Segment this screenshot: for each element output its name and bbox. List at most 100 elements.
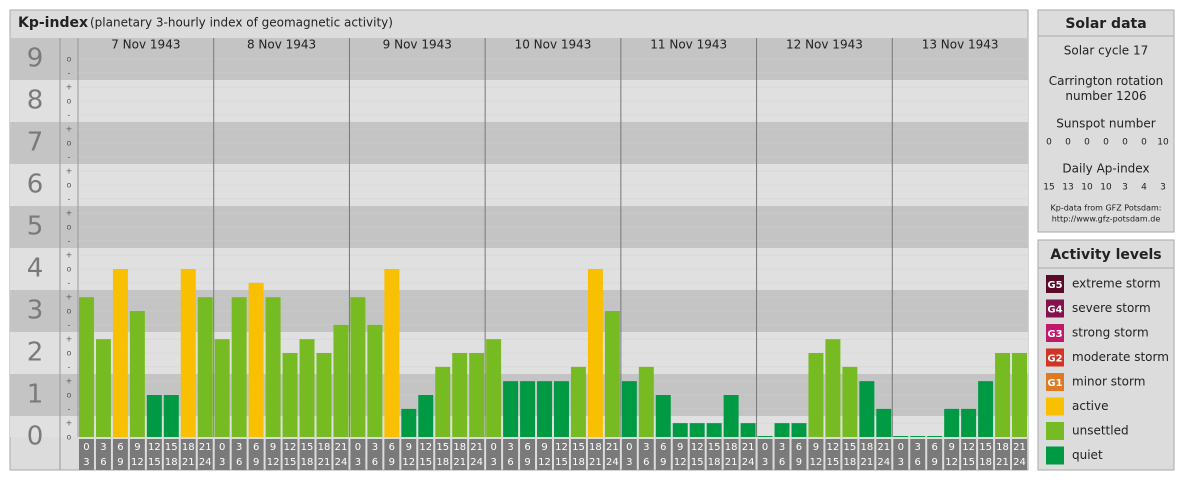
bar: [995, 353, 1011, 437]
hour-cell: [944, 439, 960, 470]
hour-cell: [231, 439, 247, 470]
hour-to: 12: [810, 457, 823, 468]
hour-from: 3: [779, 442, 785, 453]
hour-cell: [740, 439, 756, 470]
hour-from: 18: [860, 442, 873, 453]
legend-label: severe storm: [1072, 301, 1151, 315]
hour-to: 15: [962, 457, 975, 468]
carrington: Carrington rotation number 1206: [1049, 74, 1163, 103]
bar: [978, 381, 994, 437]
hour-cell: [876, 439, 892, 470]
hour-to: 15: [691, 457, 704, 468]
y-tick-label: 4: [27, 254, 44, 284]
bar: [893, 436, 909, 437]
legend-swatch: [1046, 275, 1064, 293]
hour-cell: [757, 439, 773, 470]
legend-swatch: [1046, 446, 1064, 465]
hour-cell: [570, 439, 586, 470]
hour-from: 3: [236, 442, 242, 453]
bar: [537, 381, 552, 437]
bar: [876, 408, 892, 437]
bar: [146, 395, 162, 437]
minor-tick-label: +: [66, 125, 73, 134]
hour-to: 6: [236, 457, 242, 468]
hour-to: 18: [165, 457, 178, 468]
bar: [265, 297, 281, 437]
hour-cell: [825, 439, 841, 470]
hour-to: 9: [660, 457, 666, 468]
hour-cell: [706, 439, 722, 470]
bar: [689, 423, 705, 437]
bar: [95, 339, 111, 437]
legend-code: G4: [1047, 305, 1062, 316]
band: [10, 416, 1028, 437]
hour-to: 6: [915, 457, 921, 468]
hour-from: 15: [165, 442, 178, 453]
hour-cell: [791, 439, 807, 470]
hour-cell: [384, 439, 400, 470]
hour-cell: [316, 439, 332, 470]
bar: [774, 423, 790, 437]
hour-from: 9: [541, 442, 547, 453]
hour-to: 12: [267, 457, 280, 468]
activity-title: Activity levels: [1050, 247, 1161, 263]
legend-swatch: [1046, 348, 1064, 367]
hour-to: 24: [1013, 457, 1026, 468]
hour-cell: [655, 439, 671, 470]
ap-value: 4: [1141, 183, 1147, 193]
hour-to: 24: [877, 457, 890, 468]
hour-from: 18: [996, 442, 1009, 453]
hour-to: 24: [606, 457, 619, 468]
hour-from: 15: [572, 442, 585, 453]
ap-value: 10: [1081, 183, 1093, 193]
hour-from: 6: [932, 442, 938, 453]
hour-cell: [180, 439, 196, 470]
hour-to: 21: [589, 457, 602, 468]
y-tick-label: 7: [27, 128, 44, 158]
hour-from: 3: [100, 442, 106, 453]
bar: [1012, 353, 1027, 437]
hour-cell: [859, 439, 875, 470]
hour-to: 6: [643, 457, 649, 468]
legend-label: unsettled: [1072, 424, 1129, 438]
hour-from: 12: [148, 442, 161, 453]
legend-label: quiet: [1072, 448, 1103, 462]
day-label: 8 Nov 1943: [247, 38, 316, 52]
hour-to: 3: [83, 457, 89, 468]
ap-value: 10: [1100, 183, 1112, 193]
sunspot-value: 0: [1065, 138, 1071, 148]
hour-to: 18: [708, 457, 721, 468]
hour-from: 0: [898, 442, 904, 453]
bar: [129, 311, 145, 437]
minor-tick-label: +: [66, 377, 73, 386]
hour-from: 3: [372, 442, 378, 453]
hour-cell: [197, 439, 213, 470]
hour-cell: [689, 439, 705, 470]
minor-tick-label: +: [66, 83, 73, 92]
minor-tick-label: o: [67, 223, 72, 232]
legend-code: G3: [1047, 329, 1062, 340]
minor-tick-label: -: [68, 110, 71, 119]
hour-cell: [112, 439, 128, 470]
hour-from: 3: [643, 442, 649, 453]
ap-value: 3: [1160, 183, 1166, 193]
bar: [333, 324, 349, 437]
hour-from: 0: [83, 442, 89, 453]
bar: [621, 381, 637, 437]
legend-label: minor storm: [1072, 375, 1145, 389]
bar: [910, 436, 926, 437]
hour-to: 21: [318, 457, 331, 468]
sunspot-title: Sunspot number: [1056, 117, 1155, 131]
legend-code: G2: [1047, 354, 1062, 365]
bar: [418, 395, 434, 437]
sunspot-value: 0: [1084, 138, 1090, 148]
hour-cell: [248, 439, 264, 470]
hour-from: 15: [436, 442, 449, 453]
hour-to: 9: [389, 457, 395, 468]
bar: [248, 282, 264, 437]
hour-cell: [435, 439, 451, 470]
bar: [452, 353, 468, 437]
minor-tick-label: o: [67, 391, 72, 400]
hour-cell: [537, 439, 552, 470]
bar: [197, 297, 213, 437]
